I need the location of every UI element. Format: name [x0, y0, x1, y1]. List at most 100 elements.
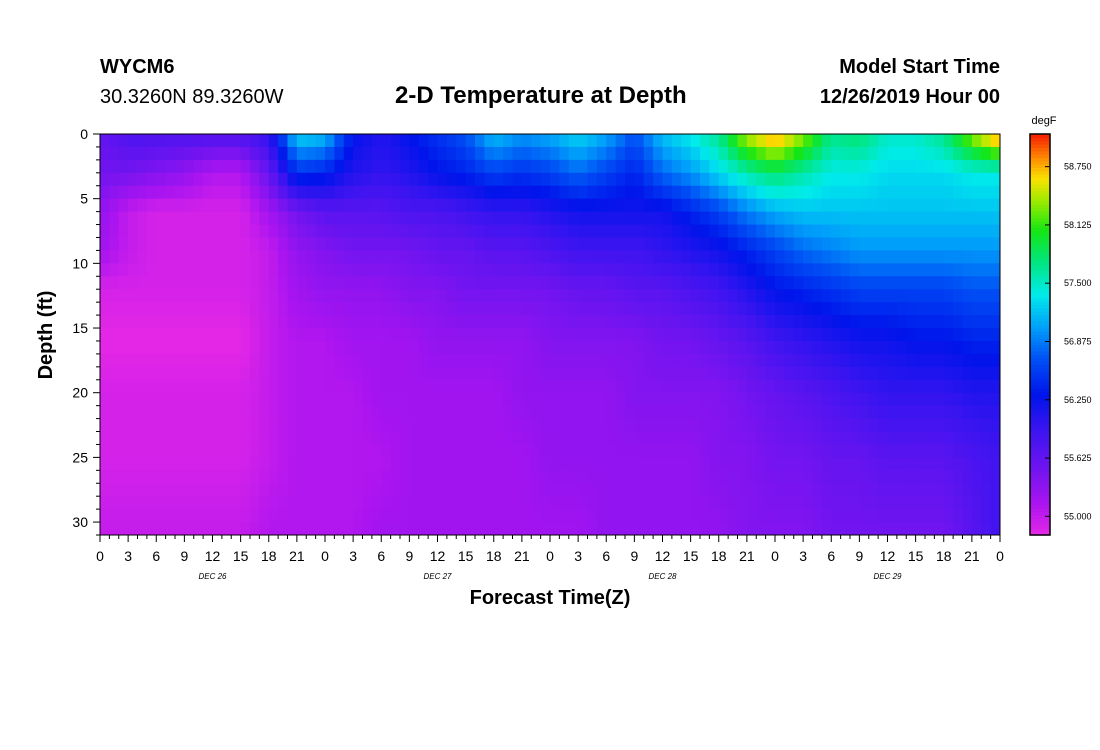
heatmap-cell — [906, 509, 917, 523]
heatmap-cell — [756, 509, 767, 523]
heatmap-cell — [981, 224, 992, 239]
heatmap-cell — [287, 483, 298, 497]
heatmap-cell — [296, 328, 307, 342]
heatmap-cell — [878, 340, 889, 355]
heatmap-cell — [100, 263, 110, 277]
heatmap-cell — [793, 276, 804, 290]
heatmap-cell — [268, 289, 279, 303]
heatmap-cell — [503, 185, 514, 200]
heatmap-cell — [400, 289, 410, 303]
colorbar-swatch — [1030, 297, 1050, 302]
heatmap-cell — [971, 198, 982, 213]
heatmap-cell — [671, 224, 682, 239]
x-tick-label: 6 — [827, 548, 835, 564]
heatmap-cell — [728, 340, 739, 355]
heatmap-cell — [906, 483, 917, 497]
heatmap-cell — [306, 250, 317, 264]
heatmap-cell — [943, 418, 954, 433]
heatmap-cell — [231, 522, 242, 535]
heatmap-cell — [793, 353, 804, 368]
heatmap-cell — [146, 237, 157, 252]
heatmap-cell — [259, 470, 270, 484]
heatmap-cell — [325, 522, 335, 535]
heatmap-cell — [325, 509, 335, 523]
heatmap-cell — [475, 392, 485, 407]
heatmap-cell — [812, 198, 823, 213]
heatmap-cell — [231, 237, 242, 252]
heatmap-cell — [821, 353, 832, 368]
heatmap-cell — [437, 340, 448, 355]
heatmap-cell — [531, 159, 542, 174]
heatmap-cell — [559, 185, 570, 200]
heatmap-cell — [934, 483, 945, 497]
heatmap-cell — [409, 328, 420, 342]
heatmap-cell — [896, 392, 907, 407]
heatmap-cell — [821, 250, 832, 264]
heatmap-cell — [390, 366, 401, 381]
heatmap-cell — [334, 353, 345, 368]
heatmap-cell — [156, 185, 167, 200]
heatmap-cell — [118, 366, 129, 381]
heatmap-cell — [446, 470, 457, 484]
heatmap-cell — [146, 250, 157, 264]
heatmap-cell — [484, 340, 495, 355]
heatmap-cell — [775, 353, 785, 368]
heatmap-cell — [503, 224, 514, 239]
y-tick-label: 15 — [72, 320, 88, 336]
heatmap-cell — [409, 509, 420, 523]
heatmap-cell — [165, 405, 176, 420]
heatmap-cell — [615, 185, 626, 200]
heatmap-cell — [212, 496, 223, 510]
heatmap-cell — [325, 146, 335, 161]
heatmap-cell — [906, 198, 917, 213]
heatmap-cell — [709, 457, 720, 471]
heatmap-cell — [690, 224, 701, 239]
heatmap-cell — [268, 522, 279, 535]
heatmap-cell — [287, 289, 298, 303]
heatmap-cell — [428, 276, 439, 290]
heatmap-cell — [906, 172, 917, 187]
heatmap-cell — [878, 509, 889, 523]
heatmap-cell — [925, 315, 935, 329]
heatmap-cell — [250, 405, 260, 420]
heatmap-cell — [221, 134, 232, 148]
heatmap-cell — [212, 418, 223, 433]
heatmap-cell — [690, 159, 701, 174]
heatmap-cell — [700, 509, 710, 523]
heatmap-cell — [821, 379, 832, 394]
heatmap-cell — [793, 483, 804, 497]
heatmap-cell — [981, 315, 992, 329]
heatmap-cell — [137, 328, 148, 342]
heatmap-cell — [231, 146, 242, 161]
heatmap-cell — [465, 392, 476, 407]
heatmap-cell — [662, 237, 673, 252]
heatmap-cell — [812, 366, 823, 381]
heatmap-cell — [437, 522, 448, 535]
heatmap-cell — [812, 263, 823, 277]
heatmap-cell — [418, 224, 429, 239]
heatmap-cell — [531, 379, 542, 394]
heatmap-cell — [540, 211, 551, 226]
heatmap-cell — [418, 172, 429, 187]
heatmap-cell — [371, 185, 382, 200]
heatmap-cell — [100, 134, 110, 148]
heatmap-cell — [146, 470, 157, 484]
heatmap-cell — [203, 302, 214, 316]
heatmap-cell — [390, 224, 401, 239]
heatmap-cell — [268, 496, 279, 510]
heatmap-cell — [221, 509, 232, 523]
heatmap-cell — [850, 405, 860, 420]
heatmap-cell — [981, 263, 992, 277]
heatmap-cell — [821, 302, 832, 316]
heatmap-cell — [821, 483, 832, 497]
heatmap-cell — [971, 509, 982, 523]
heatmap-cell — [587, 522, 598, 535]
heatmap-cell — [531, 211, 542, 226]
heatmap-cell — [353, 496, 364, 510]
x-tick-label: 6 — [602, 548, 610, 564]
heatmap-cell — [568, 470, 579, 484]
heatmap-cell — [934, 276, 945, 290]
heatmap-cell — [306, 496, 317, 510]
heatmap-cell — [578, 302, 589, 316]
heatmap-cell — [484, 315, 495, 329]
